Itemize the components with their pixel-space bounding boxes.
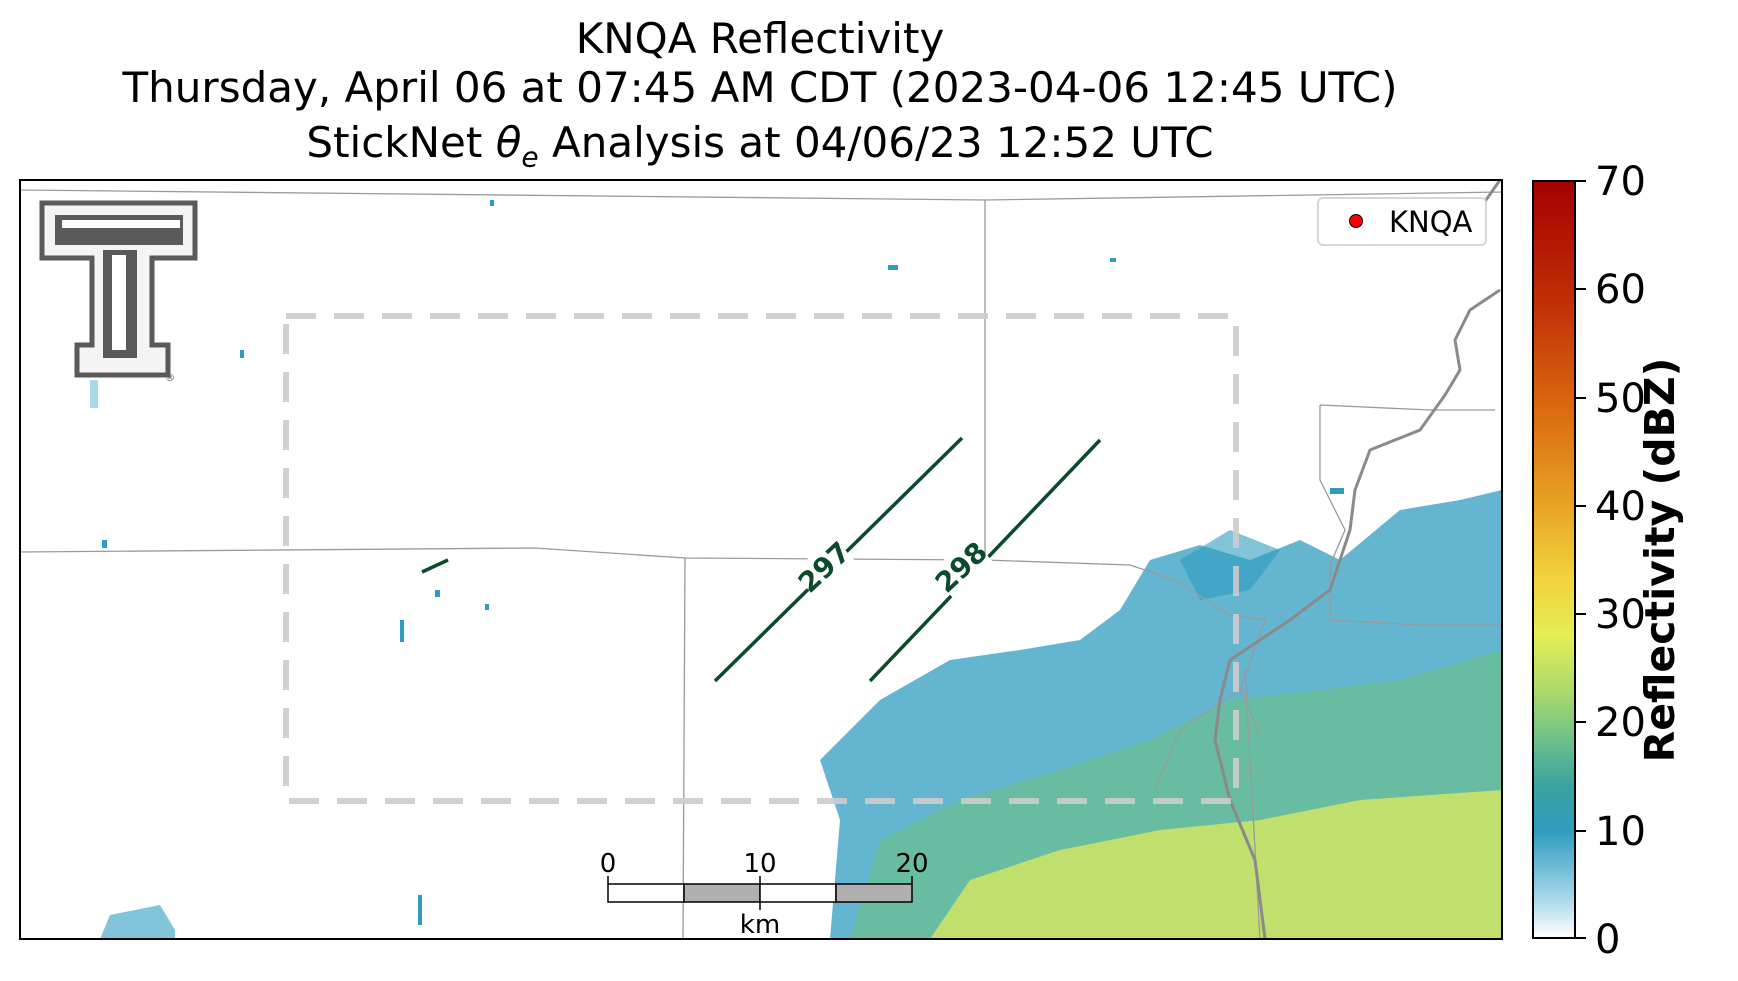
scale-bar — [607, 876, 913, 910]
contour-label-bg — [929, 536, 993, 598]
theta-subscript: e — [521, 140, 539, 174]
reflectivity-colorbar — [1532, 180, 1576, 939]
colorbar-tick — [1576, 613, 1586, 615]
echo-region-heavy — [930, 790, 1502, 939]
contour-label-298: 298 — [929, 535, 994, 599]
colorbar-label-50: 50 — [1595, 376, 1646, 422]
colorbar-label-70: 70 — [1595, 159, 1646, 205]
echo-speckle — [888, 265, 898, 270]
echo-speckle — [435, 590, 440, 597]
colorbar-label-0: 0 — [1595, 917, 1621, 963]
echo-region-southwest — [100, 905, 175, 939]
map-legend: KNQA — [1317, 197, 1487, 246]
colorbar-label-40: 40 — [1595, 484, 1646, 530]
contour-label-297: 297 — [792, 535, 857, 599]
colorbar-tick — [1576, 288, 1586, 290]
scale-tick-20: 20 — [895, 849, 929, 879]
scale-tick-0: 0 — [599, 849, 617, 879]
svg-text:®: ® — [165, 373, 175, 384]
colorbar-tick — [1576, 830, 1586, 832]
radar-site-marker — [1349, 214, 1363, 228]
echo-speckle — [485, 604, 489, 610]
colorbar-label-10: 10 — [1595, 809, 1646, 855]
chart-title: KNQA Reflectivity — [575, 14, 945, 63]
colorbar-tick — [1576, 505, 1586, 507]
scale-tick-10: 10 — [743, 849, 777, 879]
contour-label-bg — [792, 536, 856, 598]
echo-speckle — [102, 540, 107, 548]
scale-unit: km — [739, 910, 781, 940]
echo-speckle — [1330, 488, 1344, 494]
echo-speckle — [1110, 258, 1116, 262]
analysis-suffix: Analysis at 04/06/23 12:52 UTC — [538, 118, 1214, 167]
theta-symbol: θ — [495, 118, 522, 167]
echo-speckle — [240, 350, 244, 358]
chart-subtitle-time: Thursday, April 06 at 07:45 AM CDT (2023… — [122, 63, 1398, 112]
colorbar-label-60: 60 — [1595, 267, 1646, 313]
echo-speckle — [490, 200, 494, 206]
legend-label-knqa: KNQA — [1389, 205, 1473, 239]
analysis-prefix: StickNet — [306, 118, 496, 167]
map-frame — [19, 179, 1503, 940]
echo-speckle — [400, 620, 404, 642]
colorbar-tick — [1576, 937, 1586, 939]
colorbar-tick — [1576, 721, 1586, 723]
colorbar-label-20: 20 — [1595, 700, 1646, 746]
contour-segment — [421, 558, 449, 574]
chart-subtitle-analysis: StickNet θe Analysis at 04/06/23 12:52 U… — [0, 122, 1520, 171]
colorbar-label-30: 30 — [1595, 592, 1646, 638]
colorbar-tick — [1576, 397, 1586, 399]
colorbar-tick — [1576, 180, 1586, 182]
texas-tech-double-t-logo: ® — [39, 200, 198, 384]
colorbar-title: Reflectivity (dBZ) — [1636, 357, 1684, 763]
echo-speckle — [90, 380, 98, 408]
echo-region-patch — [1180, 530, 1280, 600]
echo-speckle — [418, 895, 422, 925]
